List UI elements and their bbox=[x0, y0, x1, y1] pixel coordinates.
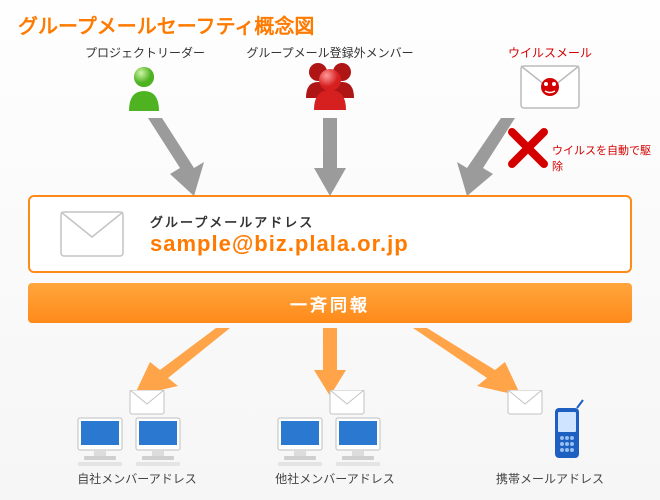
source-label-virus: ウイルスメール bbox=[500, 44, 600, 61]
diagram-title: グループメールセーフティ概念図 bbox=[18, 10, 314, 39]
broadcast-label: 一斉同報 bbox=[290, 291, 370, 316]
broadcast-bar: 一斉同報 bbox=[28, 283, 632, 323]
group-mail-label: グループメールアドレス bbox=[150, 212, 409, 231]
group-mail-address: sample@biz.plala.or.jp bbox=[150, 231, 409, 257]
dest-own-icon bbox=[68, 390, 198, 468]
dest-mobile-icon bbox=[500, 390, 590, 468]
virus-block-note: ウイルスを自動で駆除 bbox=[552, 142, 660, 174]
block-x-icon bbox=[508, 128, 548, 168]
people-group-icon bbox=[300, 58, 360, 113]
arrow-out-1-icon bbox=[130, 328, 240, 398]
arrow-out-3-icon bbox=[405, 328, 530, 398]
arrow-in-2-icon bbox=[314, 118, 346, 196]
virus-mail-icon bbox=[520, 65, 580, 109]
envelope-icon bbox=[60, 211, 124, 257]
dest-label-other: 他社メンバーアドレス bbox=[270, 470, 400, 487]
dest-label-own: 自社メンバーアドレス bbox=[72, 470, 202, 487]
person-green-icon bbox=[125, 65, 163, 113]
arrow-in-1-icon bbox=[140, 118, 210, 196]
dest-label-mobile: 携帯メールアドレス bbox=[490, 470, 610, 487]
dest-other-icon bbox=[268, 390, 398, 468]
group-mail-box: グループメールアドレス sample@biz.plala.or.jp bbox=[28, 195, 632, 273]
diagram-canvas: グループメールセーフティ概念図 プロジェクトリーダー グループメール登録外メンバ… bbox=[0, 0, 660, 500]
source-label-leader: プロジェクトリーダー bbox=[85, 44, 205, 61]
arrow-out-2-icon bbox=[314, 328, 346, 396]
